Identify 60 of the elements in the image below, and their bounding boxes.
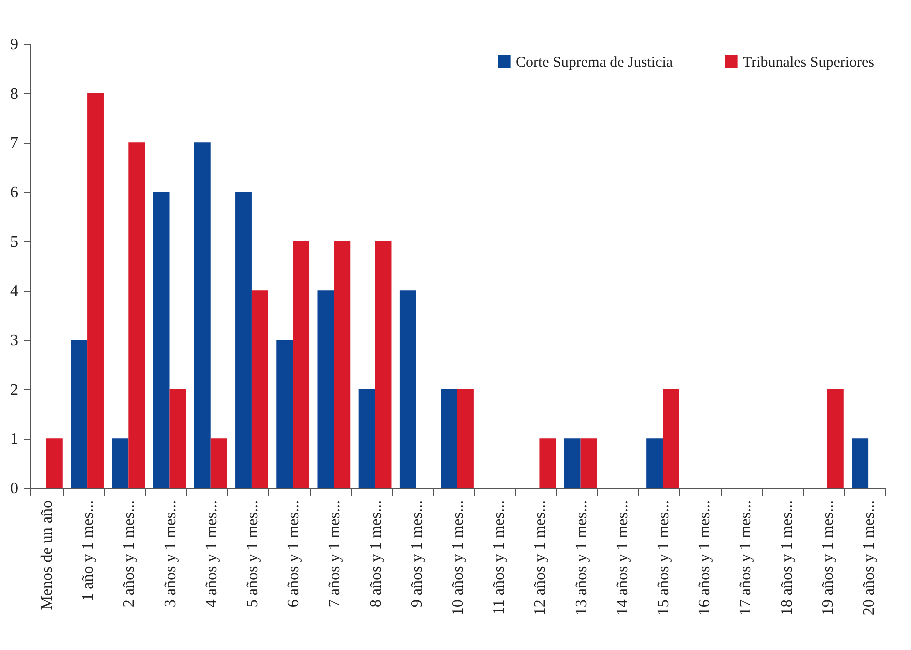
x-tick-label: 13 años y 1 mes... <box>573 500 590 616</box>
x-tick-label: 16 años y 1 mes... <box>696 500 714 616</box>
bar <box>46 438 63 488</box>
bar <box>400 290 416 488</box>
bar <box>580 438 598 488</box>
bar <box>375 241 392 488</box>
y-tick-label: 2 <box>10 382 18 399</box>
x-tick-label: 4 años y 1 mes... <box>203 500 220 608</box>
y-tick-label: 3 <box>10 332 18 350</box>
x-tick-label: 5 años y 1 mes... <box>244 500 262 608</box>
legend-label: Corte Suprema de Justicia <box>516 54 674 71</box>
x-tick-label: 7 años y 1 mes... <box>326 500 344 608</box>
x-tick-label: 2 años y 1 mes... <box>121 500 138 608</box>
x-tick-label: 9 años y 1 mes... <box>408 500 426 608</box>
bar <box>293 241 310 488</box>
bar <box>252 290 268 488</box>
bar <box>663 389 680 488</box>
legend-label: Tribunales Superiores <box>743 54 875 71</box>
bar <box>646 438 664 488</box>
x-tick-label: 19 años y 1 mes... <box>820 500 837 616</box>
bar <box>112 438 129 488</box>
y-tick-label: 0 <box>10 480 18 498</box>
x-tick-label: 11 años y 1 mes... <box>491 500 508 616</box>
y-tick-label: 6 <box>10 184 18 202</box>
x-tick-label: 8 años y 1 mes... <box>368 500 385 608</box>
bar <box>540 438 556 488</box>
bar <box>358 389 376 488</box>
bar <box>276 340 294 488</box>
x-tick-label: 10 años y 1 mes... <box>450 500 467 616</box>
x-tick-label: 14 años y 1 mes... <box>614 500 632 616</box>
y-tick-label: 9 <box>10 36 18 54</box>
bar <box>153 192 170 488</box>
y-tick-label: 1 <box>10 431 18 448</box>
bar <box>334 241 351 488</box>
bar <box>71 340 88 488</box>
bar <box>88 93 104 488</box>
bar <box>194 142 211 488</box>
bar <box>210 438 228 488</box>
y-tick-label: 7 <box>10 135 18 152</box>
x-tick-label: 3 años y 1 mes... <box>162 500 180 608</box>
bar <box>170 389 186 488</box>
x-tick-label: 15 años y 1 mes... <box>656 500 673 616</box>
bar <box>852 438 869 488</box>
x-tick-label: Menos de un año <box>38 500 56 610</box>
x-tick-label: 6 años y 1 mes... <box>286 500 303 608</box>
bar <box>318 290 334 488</box>
bar <box>827 389 844 488</box>
bar <box>458 389 474 488</box>
y-tick-label: 4 <box>10 283 18 300</box>
x-tick-label: 12 años y 1 mes... <box>532 500 550 616</box>
x-tick-label: 17 años y 1 mes... <box>738 500 755 616</box>
y-tick-label: 5 <box>10 234 18 251</box>
x-tick-label: 1 año y 1 mes... <box>80 500 98 602</box>
bar <box>564 438 581 488</box>
bar <box>441 389 458 488</box>
x-tick-label: 18 años y 1 mes... <box>778 500 796 616</box>
bar <box>128 142 146 488</box>
bar <box>236 192 252 488</box>
x-tick-label: 20 años y 1 mes... <box>861 500 878 616</box>
y-tick-label: 8 <box>10 86 18 103</box>
